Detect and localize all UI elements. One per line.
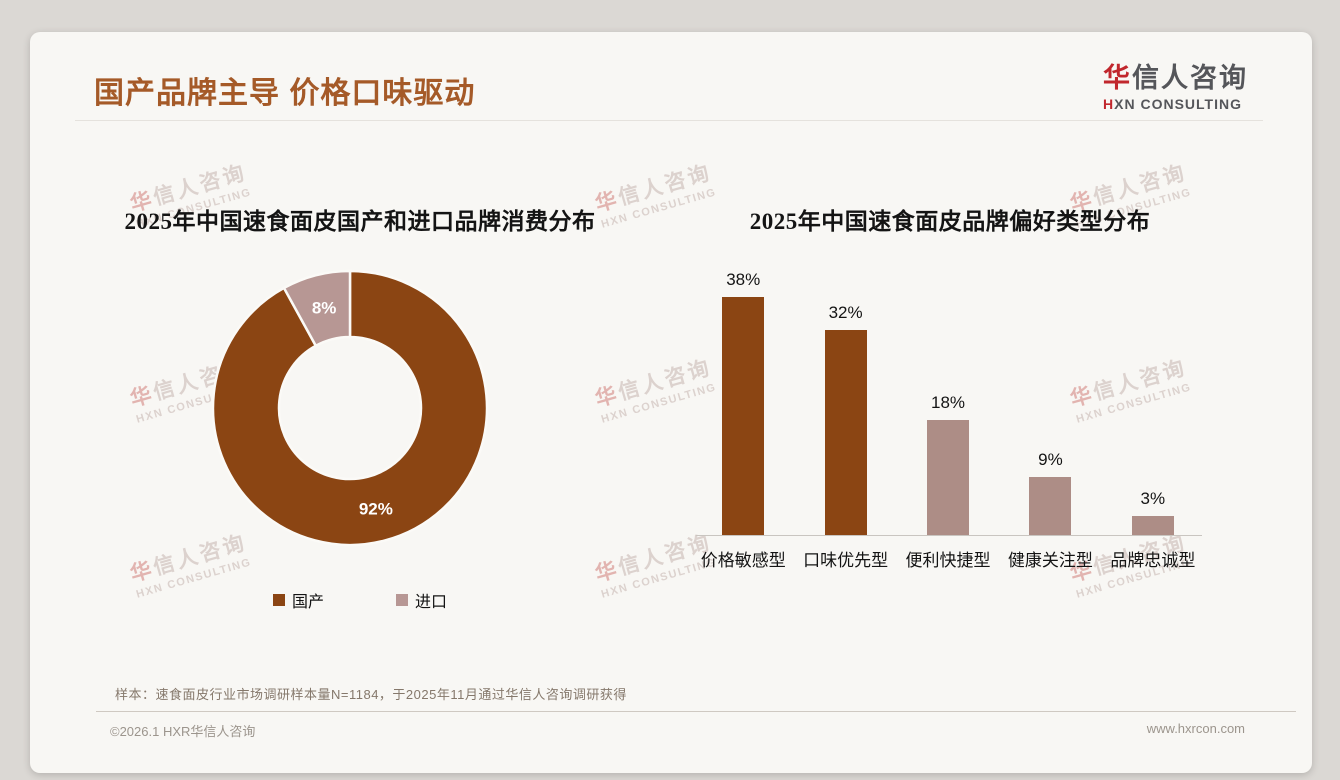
bar-rect bbox=[1131, 516, 1174, 535]
bar-chart-x-axis bbox=[696, 535, 1202, 536]
bar-column-品牌忠诚型: 3% bbox=[1102, 270, 1204, 535]
bar-column-价格敏感型: 38% bbox=[692, 270, 794, 535]
bar-category-label: 价格敏感型 bbox=[700, 551, 786, 570]
bar-rect bbox=[927, 420, 970, 535]
legend-swatch bbox=[272, 594, 285, 606]
donut-slice-国产 bbox=[211, 269, 489, 547]
legend-item-国产: 国产 bbox=[272, 588, 324, 612]
bar-value-label: 9% bbox=[1038, 450, 1063, 469]
header-divider bbox=[75, 120, 1263, 121]
donut-slice-value-label: 8% bbox=[312, 298, 337, 317]
bar-column-便利快捷型: 18% bbox=[897, 270, 999, 535]
legend-item-进口: 进口 bbox=[396, 588, 447, 612]
donut-chart: 92% 8% bbox=[211, 269, 489, 547]
bar-column-健康关注型: 9% bbox=[999, 270, 1101, 535]
bar-chart-category-labels: 价格敏感型 口味优先型 便利快捷型 健康关注型 品牌忠诚型 bbox=[692, 546, 1204, 571]
bar-chart-title: 2025年中国速食面皮品牌偏好类型分布 bbox=[749, 209, 1151, 234]
page-title: 国产品牌主导 价格口味驱动 bbox=[94, 77, 476, 110]
bar-value-label: 18% bbox=[931, 393, 966, 412]
bar-column-口味优先型: 32% bbox=[794, 270, 896, 535]
donut-chart-title: 2025年中国速食面皮国产和进口品牌消费分布 bbox=[124, 209, 596, 234]
legend-label: 进口 bbox=[415, 594, 448, 611]
footer-bar: ©2026.1 HXR华信人咨询 www.hxrcon.com bbox=[110, 721, 1245, 740]
donut-slice-value-label: 92% bbox=[359, 500, 393, 519]
donut-slice-进口 bbox=[282, 269, 352, 348]
bar-chart: 38% 32% 18% 9% 3% bbox=[692, 270, 1204, 535]
bar-rect bbox=[1029, 477, 1072, 535]
bar-value-label: 38% bbox=[726, 270, 761, 289]
legend-label: 国产 bbox=[291, 594, 324, 611]
copyright-text: ©2026.1 HXR华信人咨询 bbox=[110, 724, 256, 739]
bar-category-label: 健康关注型 bbox=[1007, 551, 1093, 570]
footer-divider bbox=[96, 711, 1296, 712]
logo-english-text: HXN CONSULTING bbox=[1103, 96, 1242, 112]
logo-chinese-text: 华信人咨询 bbox=[1103, 63, 1248, 93]
bar-rect bbox=[722, 297, 765, 535]
sample-note: 样本：速食面皮行业市场调研样本量N=1184，于2025年11月通过华信人咨询调… bbox=[115, 687, 627, 702]
bar-category-label: 便利快捷型 bbox=[905, 551, 991, 570]
company-logo: 华信人咨询 HXN CONSULTING bbox=[1103, 56, 1248, 112]
bar-value-label: 3% bbox=[1140, 489, 1166, 508]
slide-card: 华信人咨询 HXN CONSULTING 华信人咨询 HXN CONSULTING 华信… bbox=[30, 32, 1312, 773]
bar-category-label: 口味优先型 bbox=[803, 551, 889, 570]
website-url: www.hxrcon.com bbox=[1146, 721, 1245, 736]
bar-value-label: 32% bbox=[828, 303, 863, 322]
donut-legend: 国产 进口 bbox=[50, 588, 670, 612]
bar-category-label: 品牌忠诚型 bbox=[1110, 551, 1196, 570]
bar-rect bbox=[824, 330, 867, 535]
legend-swatch bbox=[396, 594, 408, 606]
